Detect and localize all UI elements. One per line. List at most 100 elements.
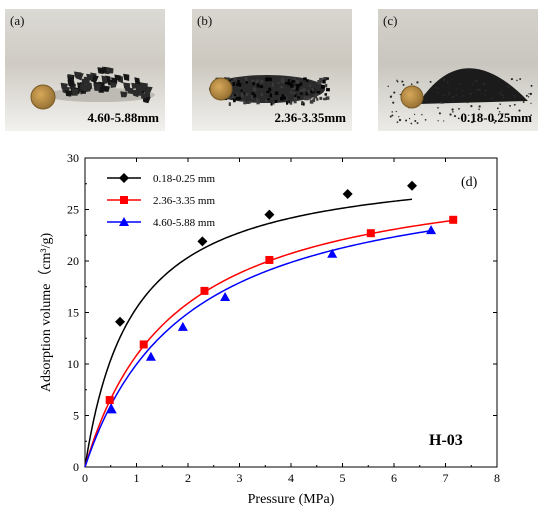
powder-particle <box>452 95 455 99</box>
coal-chunk <box>86 73 94 81</box>
powder-particle <box>452 100 454 103</box>
legend-marker <box>119 217 129 226</box>
coal-grain <box>290 84 294 88</box>
coal-chunk <box>109 82 117 89</box>
chart-legend: 0.18-0.25 mm 2.36-3.35 mm 4.60-5.88 mm <box>107 173 215 229</box>
coal-grain <box>311 88 315 91</box>
powder-particle <box>413 113 416 116</box>
coal-grain <box>268 77 273 82</box>
coal-grain <box>272 102 275 105</box>
x-tick-label: 2 <box>185 471 191 485</box>
coal-grain <box>277 81 280 85</box>
coal-grain <box>293 97 297 101</box>
data-point <box>220 292 231 302</box>
powder-particle <box>447 92 450 94</box>
powder-particle <box>460 117 463 120</box>
data-point <box>105 396 114 405</box>
coal-grain <box>292 86 296 90</box>
coal-grain <box>319 96 323 100</box>
coal-grain <box>244 77 248 81</box>
coal-grain <box>237 97 242 100</box>
y-tick-label: 20 <box>67 254 79 268</box>
coal-grain <box>322 79 326 84</box>
powder-particle <box>502 97 505 99</box>
chart-axes: 0 1 2 3 4 5 6 7 8 0 5 10 15 20 25 30 <box>67 151 500 485</box>
powder-particle <box>478 105 481 108</box>
fit-curve <box>84 229 432 468</box>
powder-particle <box>392 101 395 104</box>
coal-chunk <box>71 88 79 96</box>
powder-particle <box>476 88 479 92</box>
coal-grain <box>293 92 296 95</box>
powder-particle <box>398 116 400 118</box>
size-label-b: 2.36-3.35mm <box>274 110 347 125</box>
powder-particle <box>502 94 505 97</box>
coal-grain <box>255 80 259 84</box>
powder-particle <box>477 119 479 121</box>
powder-particle <box>522 101 525 103</box>
coal-grain <box>303 77 307 81</box>
powder-particle <box>499 103 502 105</box>
coal-chunk <box>123 73 130 81</box>
powder-particle <box>441 101 444 104</box>
coal-grain <box>313 94 318 99</box>
fit-curve <box>84 198 413 468</box>
coal-grain <box>294 93 297 97</box>
coal-grain <box>237 80 240 85</box>
coal-grain <box>233 78 237 81</box>
coal-chunk <box>132 89 140 98</box>
coal-grain <box>243 101 247 105</box>
coal-grain <box>305 96 309 101</box>
powder-particle <box>502 113 504 115</box>
coal-grain <box>294 87 299 91</box>
powder-particle <box>510 77 514 81</box>
plot-frame <box>84 157 498 468</box>
data-point <box>264 209 275 220</box>
coal-grain <box>235 93 238 96</box>
panel-label-c: (c) <box>383 13 398 28</box>
powder-particle <box>446 81 449 84</box>
powder-particle <box>396 80 399 83</box>
powder-particle <box>391 111 393 113</box>
powder-particle <box>421 114 423 116</box>
coal-grain <box>268 87 272 92</box>
powder-particle <box>484 89 487 92</box>
powder-particle <box>518 109 521 112</box>
powder-particle <box>462 94 465 97</box>
coal-grain <box>287 77 290 80</box>
powder-particle <box>496 107 499 110</box>
coarse-sample-image <box>5 9 165 131</box>
x-tick-label: 7 <box>443 471 449 485</box>
coal-grain <box>232 94 235 99</box>
coal-grain <box>274 100 278 103</box>
powder-particle <box>410 83 413 86</box>
powder-particle <box>490 97 493 100</box>
coal-grain <box>256 83 260 88</box>
coal-chunk <box>93 84 100 91</box>
coal-grain <box>238 82 242 87</box>
coal-grain <box>274 91 279 95</box>
coal-grain <box>299 89 303 92</box>
powder-particle <box>436 87 439 89</box>
coal-grain <box>279 96 284 101</box>
powder-particle <box>525 94 528 97</box>
photo-medium-sample: (b) 2.36-3.35mm <box>192 9 352 131</box>
powder-particle <box>468 114 470 116</box>
coal-grain <box>319 77 323 82</box>
x-tick-label: 8 <box>494 471 500 485</box>
powder-particle <box>516 79 518 82</box>
powder-particle <box>395 110 397 113</box>
data-point <box>426 225 437 235</box>
adsorption-chart: 0 1 2 3 4 5 6 7 8 0 5 10 15 20 25 30 0.18-0.25 mm 2.36-3… <box>38 151 500 507</box>
coal-grain <box>235 96 239 100</box>
powder-particle <box>437 120 439 122</box>
powder-sample-image <box>378 9 538 131</box>
powder-particle <box>509 104 511 107</box>
coal-grain <box>288 82 293 86</box>
legend-label: 0.18-0.25 mm <box>153 173 215 185</box>
coal-chunk <box>86 81 93 89</box>
coal-grain <box>252 94 256 98</box>
powder-particle <box>442 78 446 82</box>
coal-grain <box>299 82 303 86</box>
coal-grain <box>305 91 309 96</box>
